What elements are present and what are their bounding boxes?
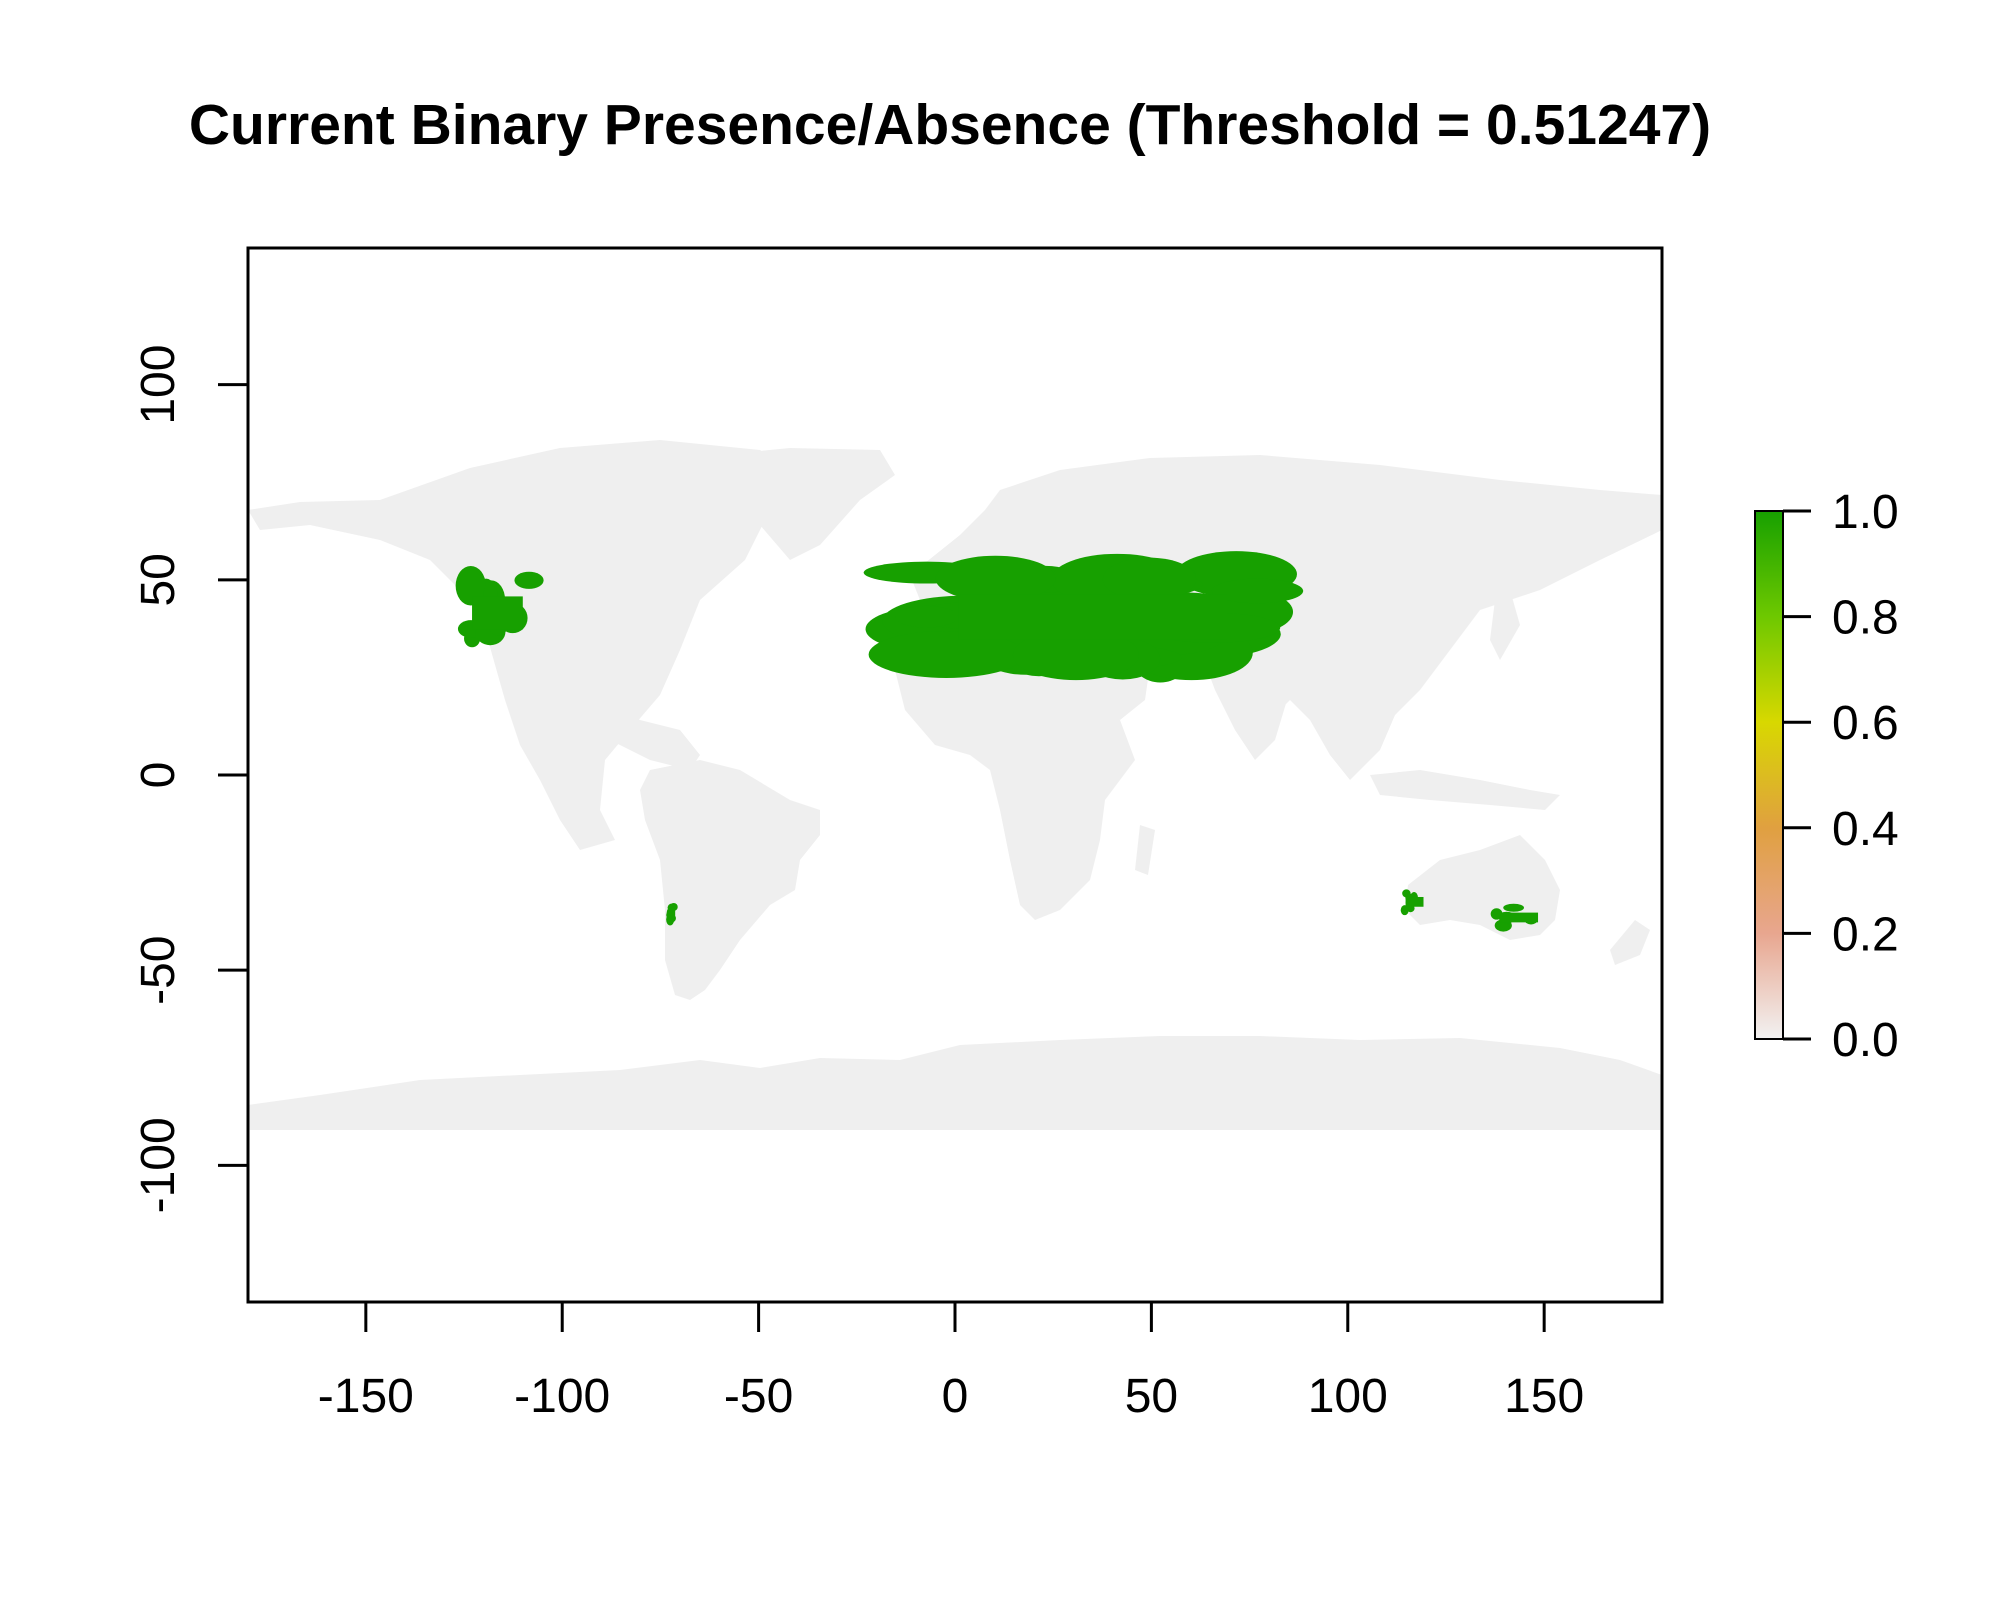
legend-tick-label: 0.4 [1832,803,1899,856]
y-tick-label: -100 [132,1117,185,1213]
legend-ticks: 1.0 0.8 0.6 0.4 0.2 0.0 [1783,486,1899,1067]
y-axis: 100 50 0 -50 -100 [132,345,248,1213]
land-africa [895,618,1135,920]
y-tick-label: 50 [132,553,185,606]
legend: 1.0 0.8 0.6 0.4 0.2 0.0 [1754,486,1899,1067]
presence-region [666,902,678,926]
x-tick-label: 0 [942,1370,969,1423]
x-tick-label: -50 [724,1370,793,1423]
presence-region [1490,903,1539,932]
presence-cell [1102,557,1197,601]
y-tick-label: -50 [132,935,185,1004]
land-japan [1490,590,1520,660]
legend-tick-label: 0.8 [1832,592,1899,645]
presence-core [1499,912,1539,923]
x-tick-label: 150 [1504,1370,1584,1423]
presence-cell [455,566,486,606]
x-tick-label: 100 [1308,1370,1388,1423]
x-tick-label: -150 [318,1370,414,1423]
legend-tick-label: 0.6 [1832,697,1899,750]
presence-core [1405,896,1424,907]
presence-region [455,566,544,648]
presence-cell [895,605,958,628]
land-north-america [248,440,800,850]
presence-cell [935,555,1056,602]
presence-region [863,551,1304,683]
land-indonesia [1370,770,1560,810]
presence-cell [1012,629,1140,681]
land-greenland [720,448,895,560]
presence-region [1400,889,1424,916]
presence-layer [455,551,1539,932]
presence-core [958,594,1227,640]
x-tick-label: 50 [1125,1370,1178,1423]
presence-cell [514,571,544,589]
presence-cell [1211,578,1304,604]
land-central-america [560,690,700,770]
land-antarctica [248,1036,1662,1130]
land-new-zealand [1610,920,1650,965]
x-tick-label: -100 [514,1370,610,1423]
presence-core [472,596,523,630]
legend-tick-label: 0.2 [1832,908,1899,961]
legend-color-bar [1754,510,1784,1040]
y-tick-label: 0 [132,762,185,789]
presence-cell [1503,903,1524,912]
presence-cell [1400,905,1409,916]
x-axis: -150 -100 -50 0 50 100 150 [318,1302,1584,1423]
land-australia [1405,835,1560,940]
land-south-america [640,760,820,1000]
land-layer [248,440,1662,1130]
land-india [1200,650,1290,760]
land-madagascar [1135,825,1155,875]
y-tick-label: 100 [132,345,185,425]
presence-core [669,908,676,919]
map-title: Current Binary Presence/Absence (Thresho… [188,93,1712,157]
legend-tick-label: 0.0 [1832,1014,1899,1067]
presence-cell [868,630,1024,678]
legend-tick-label: 1.0 [1832,486,1899,539]
